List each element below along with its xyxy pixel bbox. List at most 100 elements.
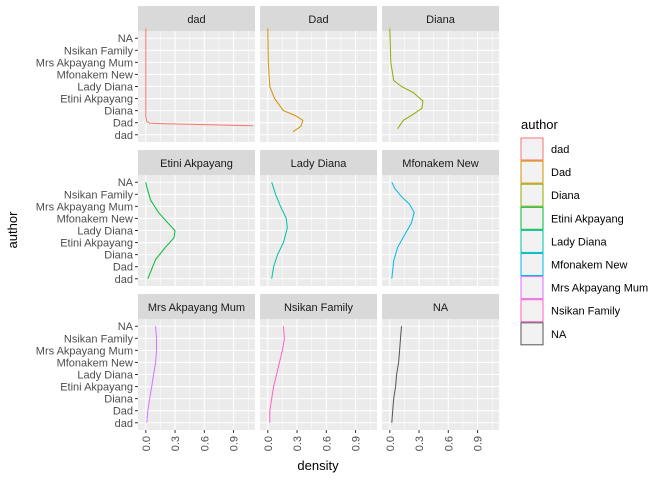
x-tick-label: 0.6 xyxy=(321,436,333,451)
legend: author dad Dad Diana Etini Akpayang Lady Dia… xyxy=(520,117,648,346)
facet-strip-label: Etini Akpayang xyxy=(160,158,233,170)
y-tick-label: Nsikan Family xyxy=(64,189,134,201)
y-tick-label: Lady Diana xyxy=(77,226,134,238)
y-tick-label: Diana xyxy=(104,394,134,406)
facet-strip xyxy=(138,294,255,319)
facet-strip-label: Diana xyxy=(426,14,456,26)
facet-panel: Nsikan Family 0.0 0.3 0.6 0.9 xyxy=(260,294,377,451)
legend-label: Mrs Akpayang Mum xyxy=(551,283,648,295)
y-tick-label: NA xyxy=(118,33,134,45)
y-axis-title: author xyxy=(5,211,20,249)
legend-item: Mrs Akpayang Mum xyxy=(520,276,648,300)
density-line xyxy=(391,326,402,423)
y-tick-label: Lady Diana xyxy=(77,370,134,382)
x-tick-label: 0.0 xyxy=(263,436,275,451)
x-tick-label: 0.6 xyxy=(199,436,211,451)
y-tick-label: dad xyxy=(115,274,133,286)
x-tick-label: 0.3 xyxy=(170,436,182,451)
facet-strip xyxy=(382,294,499,319)
facet-strip xyxy=(138,6,255,31)
facet-strip xyxy=(382,150,499,175)
y-tick-label: Mfonakem New xyxy=(57,213,133,225)
facet-strip-label: Mrs Akpayang Mum xyxy=(148,302,245,314)
x-tick-label: 0.9 xyxy=(473,436,485,451)
legend-label: NA xyxy=(551,329,567,341)
legend-label: Diana xyxy=(551,190,581,202)
legend-key xyxy=(520,137,544,161)
y-tick-label: dad xyxy=(115,130,133,142)
y-tick-label: Dad xyxy=(113,262,133,274)
y-tick-label: Lady Diana xyxy=(77,82,134,94)
y-tick-label: Dad xyxy=(113,406,133,418)
legend-key xyxy=(520,322,544,346)
density-line xyxy=(145,182,176,279)
y-tick-label: Mrs Akpayang Mum xyxy=(36,201,133,213)
facet-strip-label: NA xyxy=(433,302,449,314)
legend-key xyxy=(520,206,544,230)
legend-key xyxy=(520,229,544,253)
x-tick-label: 0.3 xyxy=(292,436,304,451)
x-tick-label: 0.9 xyxy=(351,436,363,451)
legend-item: Dad xyxy=(520,160,571,184)
x-axis-title: density xyxy=(297,458,339,473)
facet-strip-label: Lady Diana xyxy=(291,158,348,170)
x-tick-label: 0.3 xyxy=(414,436,426,451)
legend-key xyxy=(520,253,544,276)
legend-key xyxy=(520,160,544,184)
legend-key xyxy=(520,183,544,207)
legend-items: dad Dad Diana Etini Akpayang Lady Diana Mfona… xyxy=(520,137,648,346)
density-line xyxy=(145,28,254,127)
density-line xyxy=(389,28,424,129)
legend-item: Lady Diana xyxy=(520,229,608,253)
legend-item: Diana xyxy=(520,183,581,207)
density-line xyxy=(269,326,285,423)
facet-strip-label: Nsikan Family xyxy=(284,302,354,314)
facet-strip-label: Dad xyxy=(308,14,328,26)
density-line xyxy=(267,28,304,133)
y-tick-label: Etini Akpayang xyxy=(60,94,133,106)
legend-label: Lady Diana xyxy=(551,236,608,248)
y-tick-label: Nsikan Family xyxy=(64,45,134,57)
y-tick-label: Diana xyxy=(104,106,134,118)
density-line xyxy=(146,326,157,423)
x-tick-label: 0.9 xyxy=(229,436,241,451)
legend-item: dad xyxy=(520,137,569,161)
y-tick-label: Nsikan Family xyxy=(64,333,134,345)
y-tick-label: Mfonakem New xyxy=(57,357,133,369)
y-tick-label: Mrs Akpayang Mum xyxy=(36,57,133,69)
facet-strip xyxy=(138,150,255,175)
legend-label: Dad xyxy=(551,167,571,179)
facet-panel: NA 0.0 0.3 0.6 0.9 xyxy=(382,294,499,451)
legend-label: Mfonakem New xyxy=(551,260,627,272)
legend-title: author xyxy=(521,117,559,132)
legend-key xyxy=(520,276,544,300)
density-line xyxy=(271,182,288,279)
y-tick-label: Etini Akpayang xyxy=(60,382,133,394)
facet-panel: Lady Diana xyxy=(260,150,377,286)
legend-item: Etini Akpayang xyxy=(520,206,624,230)
facet-strip xyxy=(260,150,377,175)
x-tick-label: 0.6 xyxy=(443,436,455,451)
legend-item: NA xyxy=(520,322,567,346)
facet-panel: Diana xyxy=(382,6,499,142)
y-tick-label: Dad xyxy=(113,118,133,130)
y-tick-label: dad xyxy=(115,418,133,430)
y-tick-label: Mrs Akpayang Mum xyxy=(36,345,133,357)
facet-strip-label: Mfonakem New xyxy=(402,158,478,170)
legend-label: dad xyxy=(551,144,569,156)
legend-item: Mfonakem New xyxy=(520,253,627,276)
y-tick-label: Etini Akpayang xyxy=(60,238,133,250)
y-tick-label: NA xyxy=(118,321,134,333)
facet-strip xyxy=(382,6,499,31)
facet-panel: Dad xyxy=(260,6,377,142)
x-tick-label: 0.0 xyxy=(141,436,153,451)
legend-label: Etini Akpayang xyxy=(551,213,624,225)
facet-strip xyxy=(260,6,377,31)
y-tick-label: NA xyxy=(118,177,134,189)
x-tick-label: 0.0 xyxy=(385,436,397,451)
